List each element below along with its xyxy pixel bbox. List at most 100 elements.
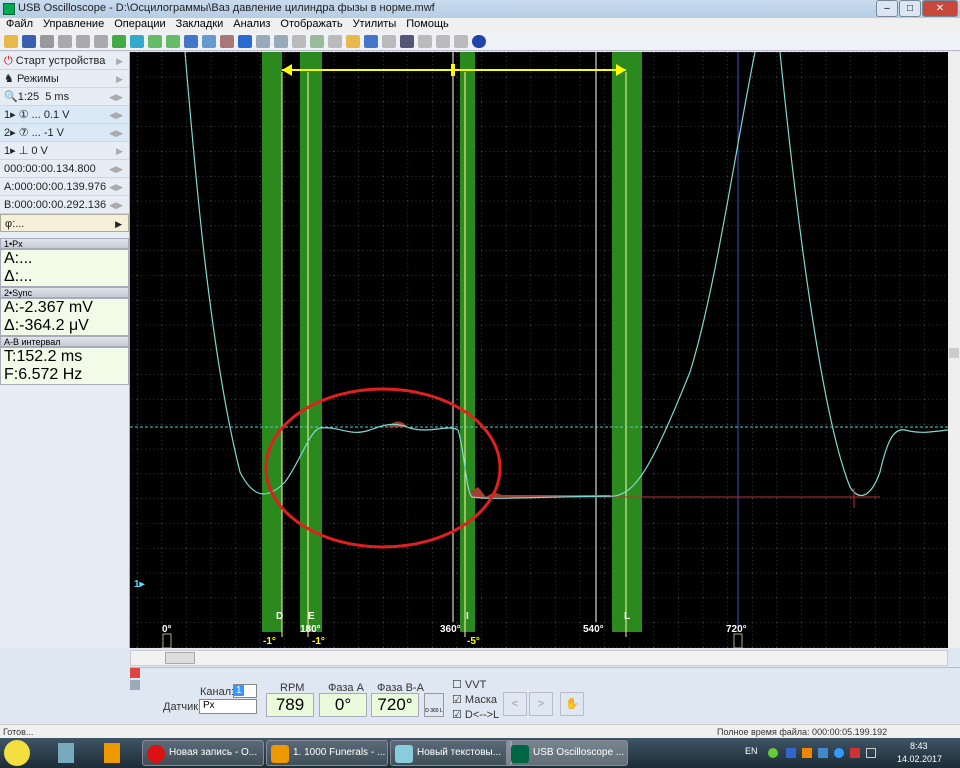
task-notepad[interactable]: Новый текстовы...	[390, 740, 512, 766]
vvt-label: VVT	[464, 679, 487, 691]
menu-help[interactable]: Помощь	[406, 18, 449, 30]
oscilloscope-plot[interactable]: 1▸ D E I L 0° 180° 360° 540° 720° -1° -1…	[130, 51, 949, 649]
check-icon[interactable]	[238, 35, 252, 48]
minimize-button[interactable]: –	[876, 0, 898, 17]
stepper-icon[interactable]: ◀▶	[109, 92, 123, 102]
bookmark-icon[interactable]	[382, 35, 396, 48]
print-icon[interactable]	[40, 35, 54, 48]
volume-icon[interactable]	[866, 748, 876, 758]
paste-icon[interactable]	[76, 35, 90, 48]
horizontal-scrollbar[interactable]	[130, 650, 948, 666]
sensor-select[interactable]: Px	[199, 699, 257, 714]
ab-frequency-value: F:6.572 Hz	[4, 366, 83, 383]
stepper-icon[interactable]: ◀▶	[109, 128, 123, 138]
vvt-checkbox[interactable]: ☐ VVT	[452, 679, 487, 691]
cursor-icon[interactable]	[130, 35, 144, 48]
check-down-icon[interactable]	[274, 35, 288, 48]
check-up-icon[interactable]	[256, 35, 270, 48]
calculator-icon[interactable]	[58, 743, 74, 763]
stepper-icon[interactable]: ◀▶	[109, 164, 123, 174]
bookmark-next-icon[interactable]	[364, 35, 378, 48]
menu-bookmarks[interactable]: Закладки	[175, 18, 224, 30]
vscroll-thumb[interactable]	[949, 348, 959, 358]
angle-540: 540°	[583, 624, 604, 635]
maximize-button[interactable]: □	[899, 0, 921, 17]
phase-span-marker[interactable]	[451, 64, 455, 76]
task-oscilloscope[interactable]: USB Oscilloscope ...	[506, 740, 628, 766]
page-icon[interactable]	[436, 35, 450, 48]
channel1-item[interactable]: 1▸ ① ... 0.1 V ◀▶	[0, 106, 129, 124]
start-device-item[interactable]: ⏻ Старт устройства ▶	[0, 52, 129, 70]
phase-item[interactable]: φ:... ▶	[0, 214, 129, 232]
task-winamp[interactable]: 1. 1000 Funerals - ...	[266, 740, 388, 766]
display-icon[interactable]	[400, 35, 414, 48]
undo-icon[interactable]	[184, 35, 198, 48]
cursor-a-item[interactable]: A:000:00:00.139.976 ◀▶	[0, 178, 129, 196]
channel-marker[interactable]: 1▸	[134, 579, 146, 590]
stepper-icon[interactable]: ◀▶	[109, 182, 123, 192]
menu-file[interactable]: Файл	[6, 18, 34, 30]
doc-icon[interactable]	[292, 35, 306, 48]
task-opera[interactable]: Новая запись - О...	[142, 740, 264, 766]
offset-i: -5°	[467, 636, 480, 647]
bookmark-open-icon[interactable]	[346, 35, 360, 48]
menu-control[interactable]: Управление	[43, 18, 105, 30]
window-icon[interactable]	[418, 35, 432, 48]
stepper-icon[interactable]: ◀▶	[109, 110, 123, 120]
delete-icon[interactable]	[220, 35, 234, 48]
band-d	[262, 52, 282, 632]
channel2-icon[interactable]	[166, 35, 180, 48]
cursor-b-item[interactable]: B:000:00:00.292.136 ◀▶	[0, 196, 129, 214]
vertical-scrollbar[interactable]	[948, 52, 960, 648]
menu-utilities[interactable]: Утилиты	[352, 18, 397, 30]
stepper-icon[interactable]: ◀▶	[109, 200, 123, 210]
help-panel-icon[interactable]	[130, 680, 140, 690]
start-button[interactable]	[4, 740, 30, 766]
prev-button[interactable]: <	[503, 692, 527, 716]
px-panel: A:... Δ:...	[0, 249, 129, 287]
next-button[interactable]: >	[529, 692, 553, 716]
task-label: Новая запись - О...	[169, 747, 258, 758]
close-doc-icon[interactable]	[454, 35, 468, 48]
tray-icon[interactable]	[802, 748, 812, 758]
menu-analysis[interactable]: Анализ	[233, 18, 271, 30]
save-icon[interactable]	[22, 35, 36, 48]
modes-item[interactable]: ♞ Режимы ▶	[0, 70, 129, 88]
channel1-icon[interactable]	[148, 35, 162, 48]
tray-icon[interactable]	[818, 748, 828, 758]
math-icon[interactable]	[202, 35, 216, 48]
close-button[interactable]: ✕	[922, 0, 958, 17]
clock-date[interactable]: 14.02.2017	[897, 754, 943, 764]
tool-icon[interactable]	[94, 35, 108, 48]
measure-icon[interactable]	[328, 35, 342, 48]
trigger-icon[interactable]	[112, 35, 126, 48]
phase-ba-value[interactable]: 720°	[371, 693, 419, 717]
bluetooth-icon[interactable]	[786, 748, 796, 758]
copy-icon[interactable]	[58, 35, 72, 48]
hand-tool-button[interactable]: ✋	[560, 692, 584, 716]
menu-view[interactable]: Отображать	[280, 18, 343, 30]
zoom-timebase-item[interactable]: 🔍1:25 5 ms ◀▶	[0, 88, 129, 106]
channel2-item[interactable]: 2▸ ⑦ ... -1 V ◀▶	[0, 124, 129, 142]
channel-select[interactable]: 1	[233, 684, 257, 698]
timebase-value: 5 ms	[45, 91, 70, 103]
select-icon[interactable]	[310, 35, 324, 48]
tray-icon[interactable]	[768, 748, 778, 758]
hscroll-thumb[interactable]	[165, 652, 195, 664]
mask-checkbox[interactable]: ☑ Маска	[452, 694, 497, 706]
open-icon[interactable]	[4, 35, 18, 48]
clock-time[interactable]: 8:43	[910, 741, 928, 751]
tray-icon[interactable]	[834, 748, 844, 758]
phase-a-value[interactable]: 0°	[319, 693, 367, 717]
close-panel-icon[interactable]	[130, 668, 140, 678]
network-icon[interactable]	[850, 748, 860, 758]
plot-svg[interactable]: 1▸ D E I L 0° 180° 360° 540° 720° -1° -1…	[130, 51, 949, 649]
notebook-icon[interactable]	[104, 743, 120, 763]
d360l-button[interactable]: D 360 L	[424, 693, 444, 717]
language-indicator[interactable]: EN	[745, 746, 758, 756]
dl-checkbox[interactable]: ☑ D<-->L	[452, 709, 500, 721]
menu-operations[interactable]: Операции	[114, 18, 166, 30]
trigger-time-item[interactable]: 000:00:00.134.800 ◀▶	[0, 160, 129, 178]
trigger-item[interactable]: 1▸ ⊥ 0 V ▶	[0, 142, 129, 160]
help-icon[interactable]	[472, 35, 486, 48]
